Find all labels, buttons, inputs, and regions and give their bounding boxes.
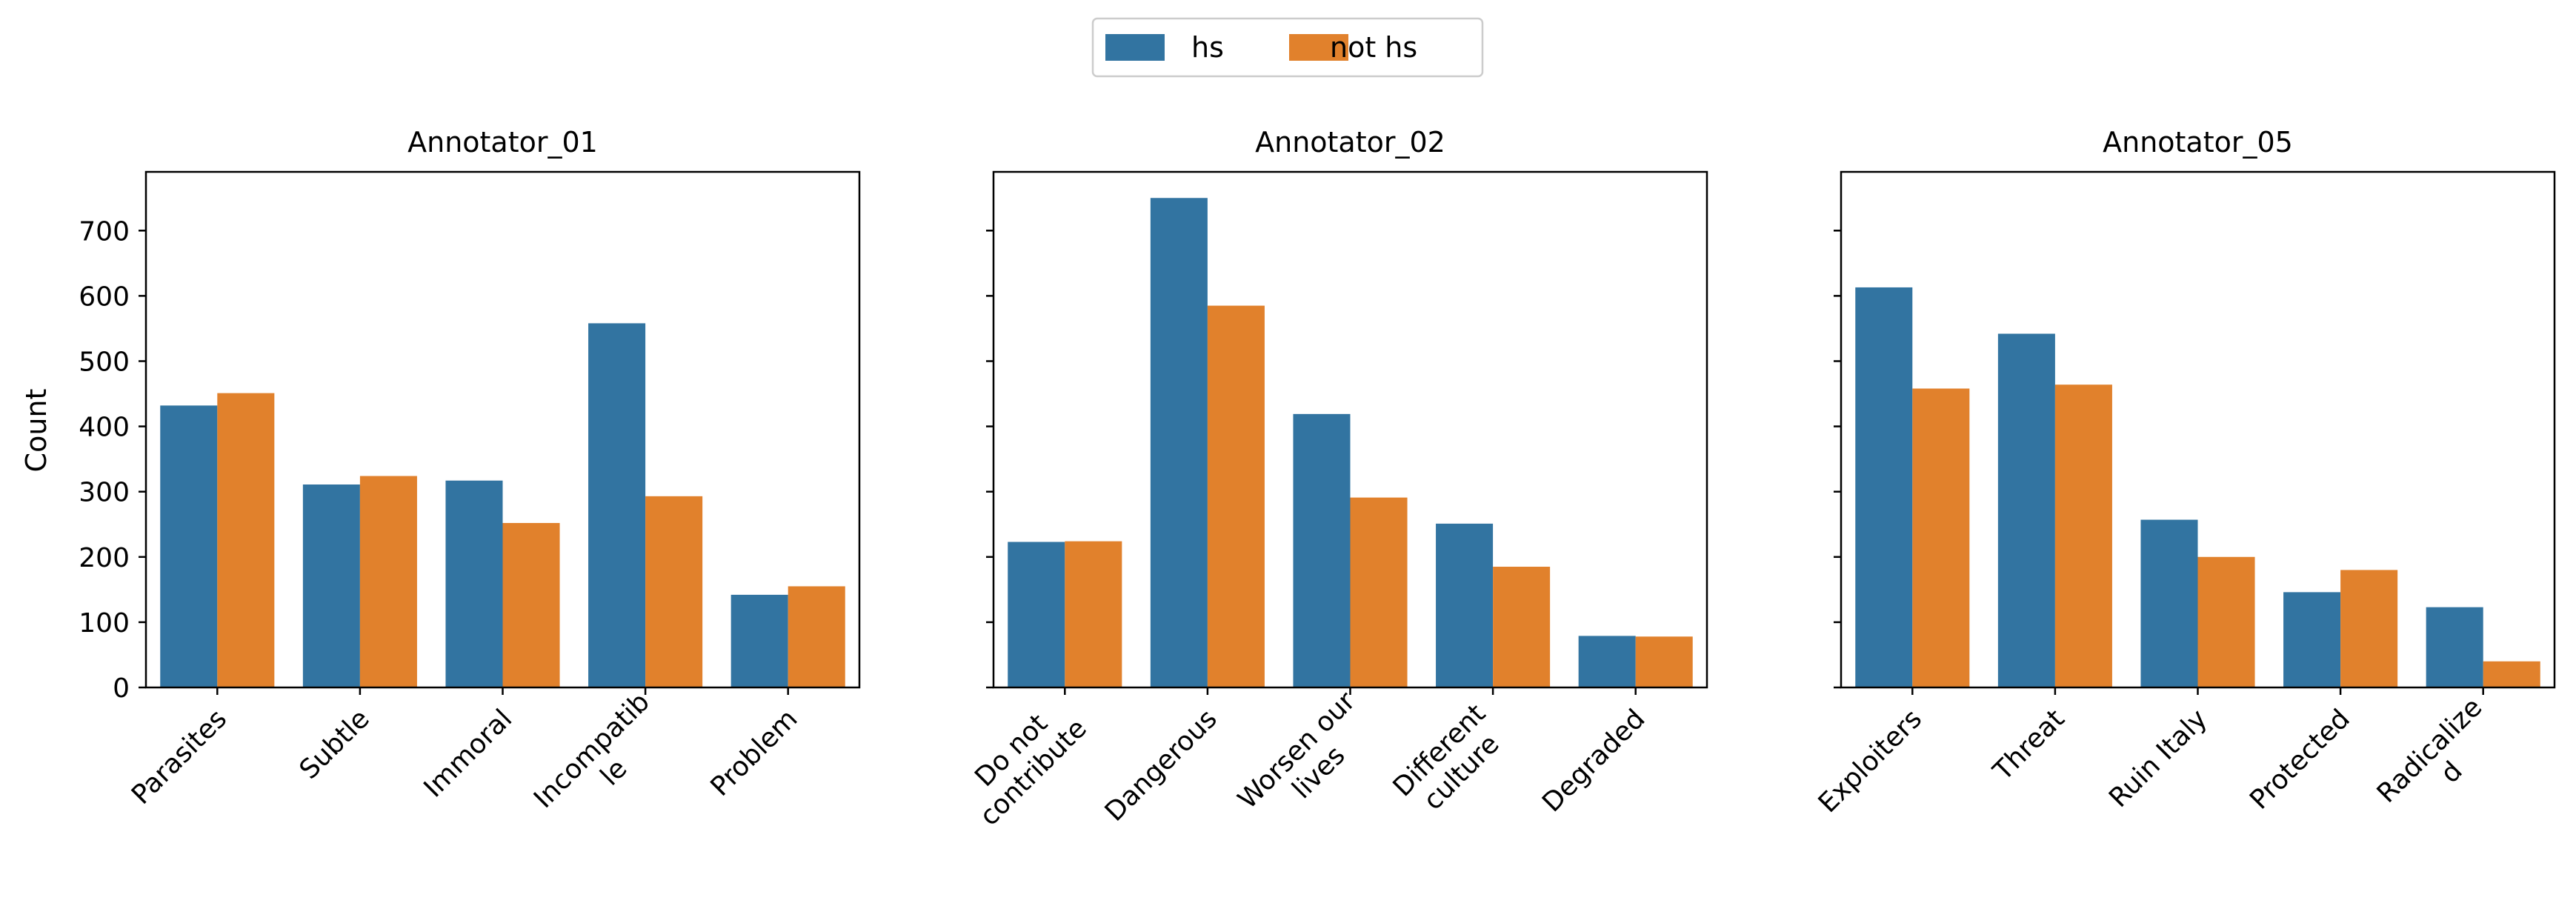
y-tick-label: 200 [79, 543, 130, 573]
bar-not-hs-immoral [502, 522, 560, 687]
bar-not-hs-radicalize-d [2483, 661, 2540, 687]
legend-swatch-hs [1105, 34, 1165, 61]
bar-hs-ruin-italy [2140, 519, 2198, 687]
y-tick-label: 700 [79, 216, 130, 247]
y-axis-label: Count [20, 389, 53, 473]
bar-hs-exploiters [1855, 287, 1913, 687]
legend-label-not-hs: not hs [1330, 31, 1417, 64]
legend: hs not hs [1091, 17, 1484, 78]
bar-hs-radicalize-d [2426, 607, 2483, 687]
bar-hs-incompatib-le [588, 323, 646, 687]
y-tick-label: 500 [79, 347, 130, 377]
bar-not-hs-different-culture [1493, 567, 1551, 687]
bar-not-hs-worsen-our-lives [1350, 497, 1408, 687]
bar-not-hs-protected [2340, 570, 2398, 687]
bar-not-hs-threat [2054, 384, 2112, 687]
bar-hs-worsen-our-lives [1293, 413, 1351, 687]
y-tick-label: 600 [79, 282, 130, 312]
bar-hs-dangerous [1150, 198, 1208, 687]
bar-not-hs-parasites [217, 393, 275, 687]
bar-hs-different-culture [1436, 523, 1494, 687]
bar-not-hs-exploiters [1912, 388, 1970, 687]
bar-not-hs-incompatib-le [645, 496, 703, 687]
legend-swatch-not-hs [1289, 34, 1348, 61]
bar-not-hs-problem [788, 586, 845, 687]
y-tick-label: 100 [79, 608, 130, 639]
bar-hs-subtle [302, 484, 360, 687]
subplot-title: Annotator_02 [1255, 126, 1445, 159]
y-tick-label: 300 [79, 478, 130, 508]
bar-hs-threat [1997, 333, 2055, 687]
bar-hs-problem [730, 594, 788, 687]
bar-hs-immoral [445, 480, 503, 687]
y-tick-label: 400 [79, 413, 130, 443]
bar-hs-parasites [160, 405, 218, 687]
bar-not-hs-do-not-contribute [1065, 541, 1122, 687]
bar-not-hs-subtle [359, 476, 417, 687]
subplot-title: Annotator_05 [2103, 126, 2293, 159]
bar-not-hs-ruin-italy [2197, 556, 2255, 687]
subplot-title: Annotator_01 [407, 126, 598, 159]
bar-hs-degraded [1578, 636, 1636, 687]
bar-hs-protected [2283, 592, 2341, 687]
bar-not-hs-degraded [1635, 636, 1693, 687]
bar-not-hs-dangerous [1207, 305, 1265, 687]
legend-label-hs: hs [1191, 31, 1224, 64]
legend-frame [1091, 17, 1484, 78]
y-tick-label: 0 [113, 673, 130, 704]
bar-hs-do-not-contribute [1008, 542, 1065, 687]
